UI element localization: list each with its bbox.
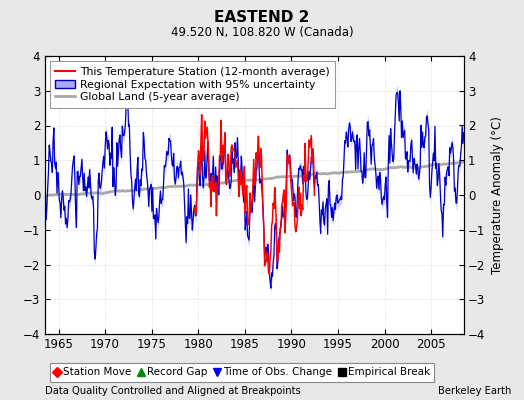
Text: Berkeley Earth: Berkeley Earth: [438, 386, 511, 396]
Text: 49.520 N, 108.820 W (Canada): 49.520 N, 108.820 W (Canada): [171, 26, 353, 39]
Text: EASTEND 2: EASTEND 2: [214, 10, 310, 25]
Text: Data Quality Controlled and Aligned at Breakpoints: Data Quality Controlled and Aligned at B…: [45, 386, 300, 396]
Legend: Station Move, Record Gap, Time of Obs. Change, Empirical Break: Station Move, Record Gap, Time of Obs. C…: [50, 363, 434, 382]
Y-axis label: Temperature Anomaly (°C): Temperature Anomaly (°C): [491, 116, 504, 274]
